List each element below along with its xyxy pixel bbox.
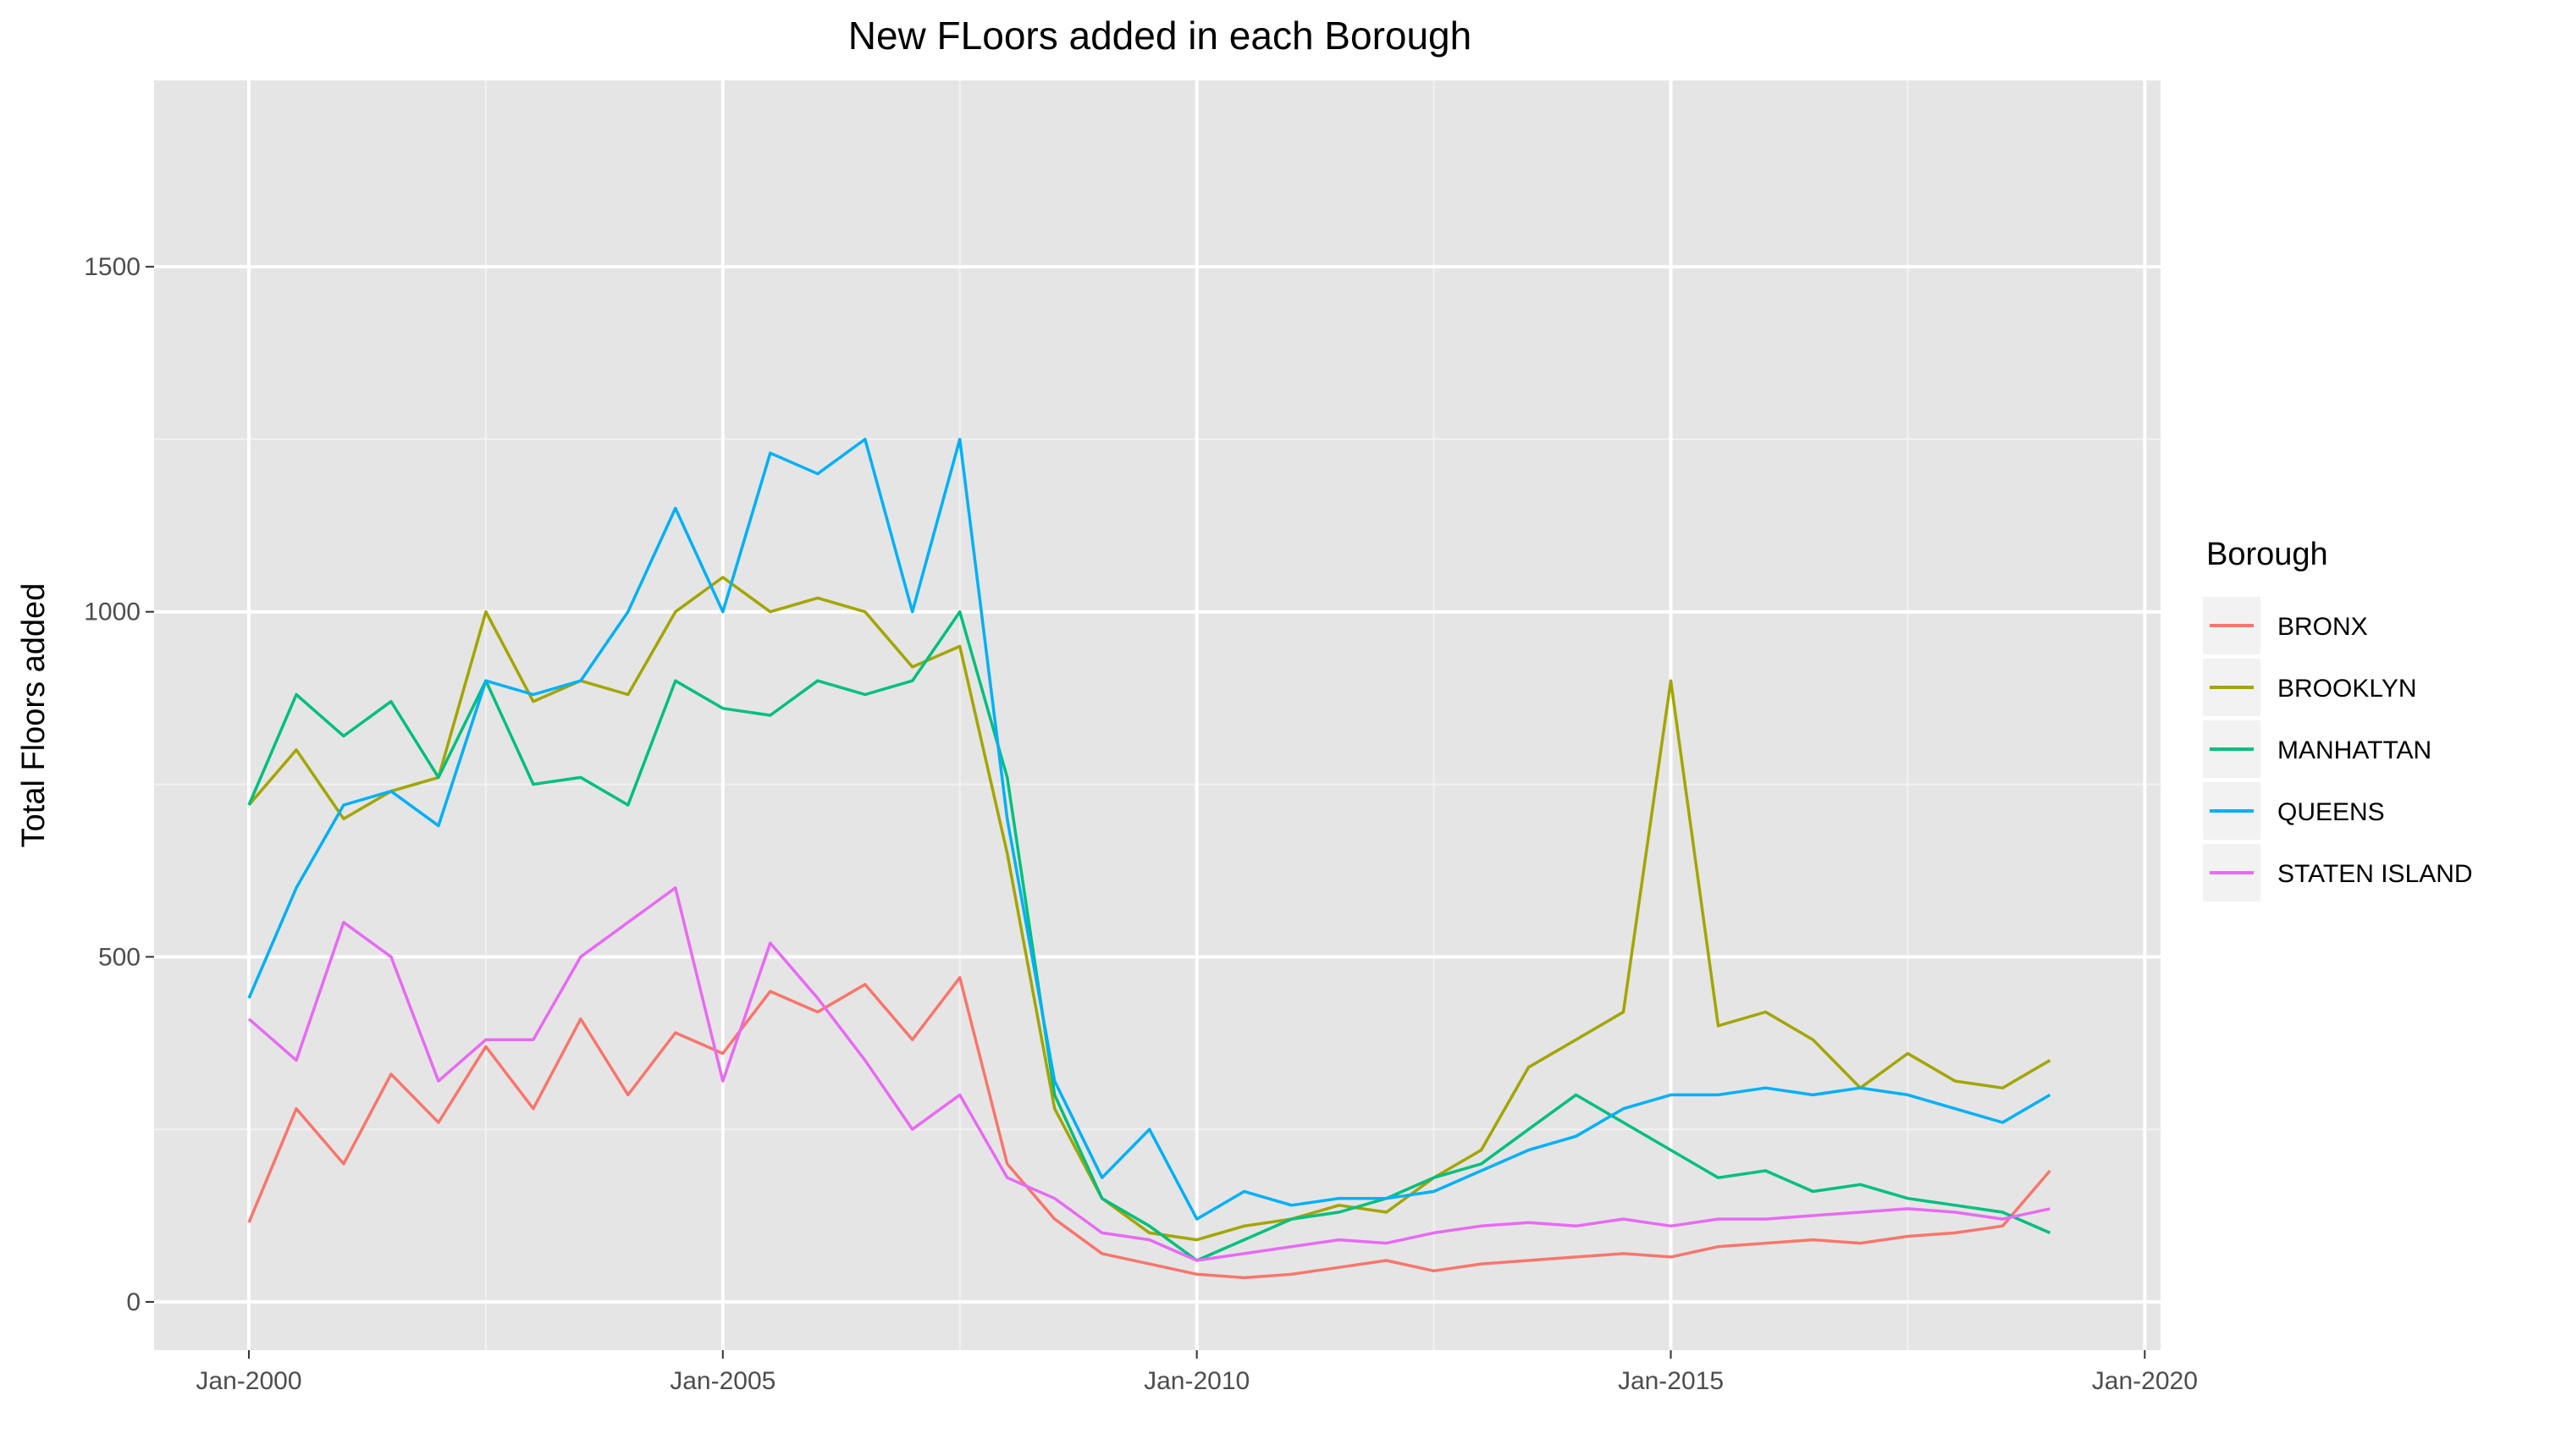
series-line-staten-island [247,886,2050,1262]
x-tick-label: Jan-2000 [196,1367,301,1395]
x-tick-label: Jan-2005 [670,1367,775,1395]
x-axis: Jan-2000 Jan-2005 Jan-2010 Jan-2015 Jan-2020 [196,1350,2198,1395]
series-line-queens [247,438,2051,1221]
y-axis-label: Total Floors added [16,583,52,848]
series-line-manhattan [247,609,2051,1262]
legend: Borough BRONX BROOKLYN MANHATTAN QUEENS STATE… [2203,537,2473,902]
legend-label: BRONX [2277,613,2368,641]
x-tick-label: Jan-2010 [1144,1367,1250,1395]
legend-label: BROOKLYN [2277,675,2417,703]
y-tick-label: 1500 [84,253,141,281]
series-lines [247,438,2051,1280]
legend-label: STATEN ISLAND [2277,860,2473,888]
x-tick-label: Jan-2020 [2092,1367,2198,1395]
y-tick-label: 1000 [84,598,141,626]
legend-title: Borough [2206,537,2328,572]
series-line-brooklyn [247,576,2051,1242]
legend-label: MANHATTAN [2277,736,2431,764]
legend-label: QUEENS [2277,798,2385,826]
chart-title: New FLoors added in each Borough [848,14,1471,58]
x-tick-label: Jan-2015 [1618,1367,1724,1395]
plot-panel [154,80,2161,1350]
series-line-bronx [247,976,2051,1280]
gridlines [154,80,2161,1350]
y-tick-label: 500 [98,943,141,971]
y-tick-label: 0 [126,1288,141,1316]
y-axis: 0 500 1000 1500 [84,253,154,1316]
